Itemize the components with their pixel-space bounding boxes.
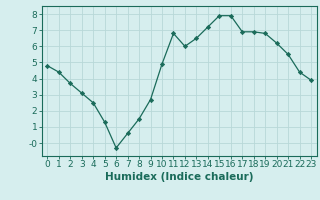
X-axis label: Humidex (Indice chaleur): Humidex (Indice chaleur) bbox=[105, 172, 253, 182]
